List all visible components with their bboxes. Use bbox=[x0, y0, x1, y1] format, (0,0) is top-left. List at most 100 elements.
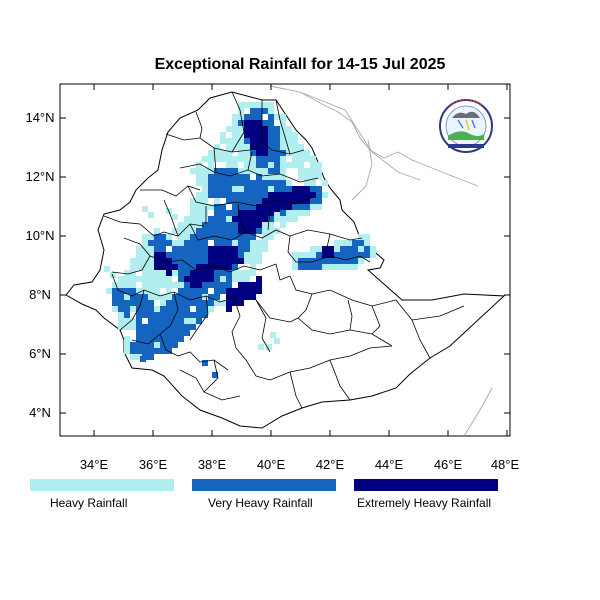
rainfall-cell bbox=[160, 330, 166, 336]
rainfall-cell bbox=[226, 174, 232, 180]
rainfall-cell bbox=[190, 288, 196, 294]
rainfall-cell bbox=[238, 174, 244, 180]
rainfall-cell bbox=[166, 348, 172, 354]
rainfall-cell bbox=[244, 222, 250, 228]
rainfall-cell bbox=[298, 264, 304, 270]
rainfall-cell bbox=[250, 270, 256, 276]
rainfall-cell bbox=[256, 144, 262, 150]
rainfall-cell bbox=[190, 270, 196, 276]
rainfall-cell bbox=[226, 276, 232, 282]
rainfall-cell bbox=[364, 234, 370, 240]
rainfall-cell bbox=[184, 270, 190, 276]
rainfall-cell bbox=[208, 186, 214, 192]
rainfall-cell bbox=[280, 186, 286, 192]
rainfall-cell bbox=[262, 234, 268, 240]
rainfall-cell bbox=[136, 276, 142, 282]
rainfall-cell bbox=[172, 246, 178, 252]
rainfall-cell bbox=[172, 312, 178, 318]
rainfall-cell bbox=[142, 348, 148, 354]
rainfall-cell bbox=[214, 282, 220, 288]
rainfall-cell bbox=[214, 300, 220, 306]
rainfall-cell bbox=[310, 174, 316, 180]
rainfall-cell bbox=[244, 162, 250, 168]
rainfall-cell bbox=[334, 264, 340, 270]
rainfall-cell bbox=[214, 288, 220, 294]
rainfall-cell bbox=[202, 258, 208, 264]
rainfall-cell bbox=[226, 156, 232, 162]
rainfall-cell bbox=[238, 300, 244, 306]
rainfall-cell bbox=[250, 288, 256, 294]
rainfall-cell bbox=[142, 246, 148, 252]
rainfall-cell bbox=[178, 246, 184, 252]
y-tick-label: 4°N bbox=[29, 405, 51, 420]
rainfall-cell bbox=[244, 252, 250, 258]
rainfall-cell bbox=[178, 312, 184, 318]
axis-ticks bbox=[60, 84, 510, 436]
rainfall-cell bbox=[148, 306, 154, 312]
rainfall-cell bbox=[208, 216, 214, 222]
rainfall-cell bbox=[226, 288, 232, 294]
rainfall-cell bbox=[154, 348, 160, 354]
rainfall-cell bbox=[220, 222, 226, 228]
rainfall-cell bbox=[178, 222, 184, 228]
rainfall-cell bbox=[160, 312, 166, 318]
rainfall-cell bbox=[244, 144, 250, 150]
rainfall-cell bbox=[154, 312, 160, 318]
rainfall-cell bbox=[160, 270, 166, 276]
rainfall-cell bbox=[268, 180, 274, 186]
rainfall-cell bbox=[142, 336, 148, 342]
rainfall-cell bbox=[292, 252, 298, 258]
rainfall-cell bbox=[352, 264, 358, 270]
rainfall-cell bbox=[268, 168, 274, 174]
rainfall-cell bbox=[148, 276, 154, 282]
rainfall-cell bbox=[274, 144, 280, 150]
rainfall-cell bbox=[304, 186, 310, 192]
rainfall-cell bbox=[262, 204, 268, 210]
rainfall-cell bbox=[244, 204, 250, 210]
rainfall-cell bbox=[280, 138, 286, 144]
rainfall-cell bbox=[232, 288, 238, 294]
rainfall-cell bbox=[154, 234, 160, 240]
rainfall-cell bbox=[232, 228, 238, 234]
rainfall-cell bbox=[244, 288, 250, 294]
rainfall-cell bbox=[334, 240, 340, 246]
rainfall-cell bbox=[226, 144, 232, 150]
rainfall-cell bbox=[142, 240, 148, 246]
x-tick-label: 38°E bbox=[198, 457, 227, 472]
rainfall-cell bbox=[178, 234, 184, 240]
rainfall-cell bbox=[208, 228, 214, 234]
rainfall-cell bbox=[256, 228, 262, 234]
rainfall-cell bbox=[274, 156, 280, 162]
rainfall-cell bbox=[202, 246, 208, 252]
rainfall-cell bbox=[166, 336, 172, 342]
rainfall-cell bbox=[148, 270, 154, 276]
rainfall-cell bbox=[226, 258, 232, 264]
rainfall-cell bbox=[256, 162, 262, 168]
rainfall-cell bbox=[292, 264, 298, 270]
rainfall-cell bbox=[196, 264, 202, 270]
rainfall-cell bbox=[232, 156, 238, 162]
rainfall-cell bbox=[250, 126, 256, 132]
rainfall-cell bbox=[310, 180, 316, 186]
rainfall-cell bbox=[292, 192, 298, 198]
rainfall-cell bbox=[304, 198, 310, 204]
rainfall-cell bbox=[202, 192, 208, 198]
rainfall-cell bbox=[250, 204, 256, 210]
rainfall-cell bbox=[184, 216, 190, 222]
rainfall-cell bbox=[142, 234, 148, 240]
rainfall-cell bbox=[166, 306, 172, 312]
rainfall-cell bbox=[214, 294, 220, 300]
rainfall-cell bbox=[190, 312, 196, 318]
rainfall-cell bbox=[220, 240, 226, 246]
x-axis-labels: 34°E 36°E 38°E 40°E 42°E 44°E 46°E 48°E bbox=[80, 457, 520, 472]
rainfall-cell bbox=[226, 168, 232, 174]
rainfall-cell bbox=[178, 276, 184, 282]
rainfall-cell bbox=[244, 270, 250, 276]
rainfall-cell bbox=[232, 132, 238, 138]
rainfall-cell bbox=[250, 120, 256, 126]
rainfall-cell bbox=[250, 216, 256, 222]
rainfall-cell bbox=[292, 204, 298, 210]
rainfall-cell bbox=[166, 300, 172, 306]
rainfall-cell bbox=[220, 282, 226, 288]
rainfall-cell bbox=[208, 270, 214, 276]
